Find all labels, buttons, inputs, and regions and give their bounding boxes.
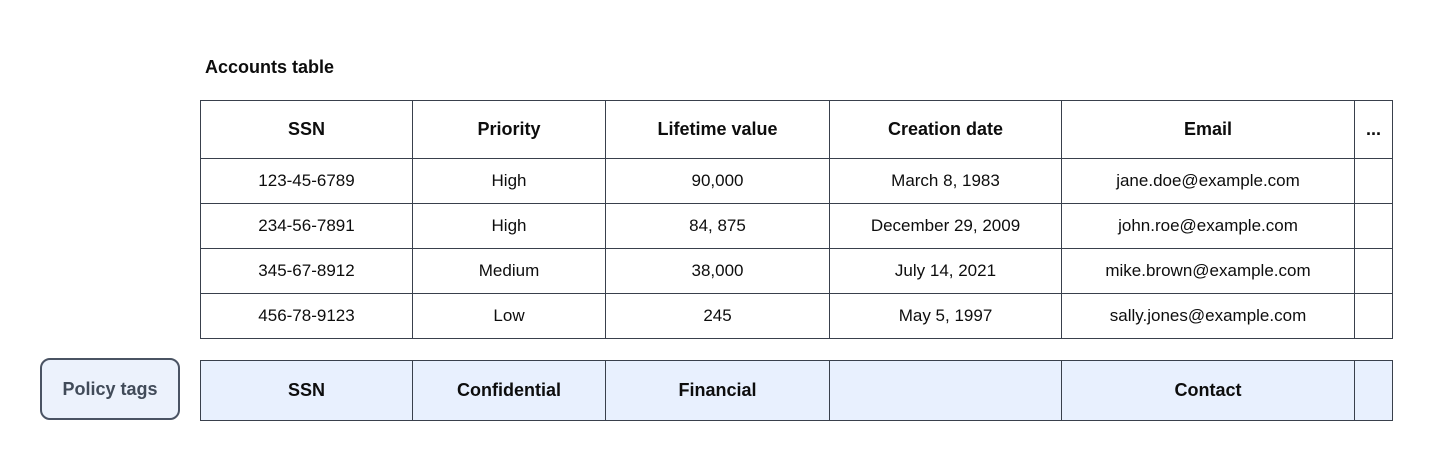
- cell-email: jane.doe@example.com: [1061, 158, 1355, 204]
- cell-priority: High: [412, 158, 606, 204]
- table-row: 234-56-7891 High 84, 875 December 29, 20…: [200, 203, 1393, 249]
- cell-email: sally.jones@example.com: [1061, 293, 1355, 339]
- policy-tag-confidential: Confidential: [412, 360, 606, 421]
- cell-ssn: 234-56-7891: [200, 203, 413, 249]
- cell-ssn: 345-67-8912: [200, 248, 413, 294]
- cell-ssn: 456-78-9123: [200, 293, 413, 339]
- cell-email: john.roe@example.com: [1061, 203, 1355, 249]
- policy-tags-row: SSN Confidential Financial Contact: [200, 360, 1393, 421]
- cell-more: [1354, 203, 1393, 249]
- policy-tags-button[interactable]: Policy tags: [40, 358, 180, 420]
- cell-creation-date: May 5, 1997: [829, 293, 1062, 339]
- cell-email: mike.brown@example.com: [1061, 248, 1355, 294]
- cell-ssn: 123-45-6789: [200, 158, 413, 204]
- cell-priority: Low: [412, 293, 606, 339]
- cell-creation-date: March 8, 1983: [829, 158, 1062, 204]
- policy-tag-empty-more: [1354, 360, 1393, 421]
- table-row: 123-45-6789 High 90,000 March 8, 1983 ja…: [200, 158, 1393, 204]
- cell-lifetime-value: 90,000: [605, 158, 830, 204]
- table-row: 456-78-9123 Low 245 May 5, 1997 sally.jo…: [200, 293, 1393, 339]
- column-header-creation-date: Creation date: [829, 100, 1062, 159]
- cell-priority: Medium: [412, 248, 606, 294]
- column-header-more-ellipsis[interactable]: ...: [1354, 100, 1393, 159]
- cell-lifetime-value: 84, 875: [605, 203, 830, 249]
- accounts-table: SSN Priority Lifetime value Creation dat…: [200, 100, 1393, 339]
- policy-tag-cells: SSN Confidential Financial Contact: [200, 360, 1393, 421]
- column-header-ssn: SSN: [200, 100, 413, 159]
- cell-lifetime-value: 38,000: [605, 248, 830, 294]
- column-header-priority: Priority: [412, 100, 606, 159]
- table-row: 345-67-8912 Medium 38,000 July 14, 2021 …: [200, 248, 1393, 294]
- column-header-lifetime-value: Lifetime value: [605, 100, 830, 159]
- cell-more: [1354, 248, 1393, 294]
- cell-priority: High: [412, 203, 606, 249]
- policy-tag-contact: Contact: [1061, 360, 1355, 421]
- cell-more: [1354, 158, 1393, 204]
- policy-tag-financial: Financial: [605, 360, 830, 421]
- cell-more: [1354, 293, 1393, 339]
- cell-lifetime-value: 245: [605, 293, 830, 339]
- policy-tag-ssn: SSN: [200, 360, 413, 421]
- accounts-table-header-row: SSN Priority Lifetime value Creation dat…: [200, 100, 1393, 159]
- policy-tag-empty: [829, 360, 1062, 421]
- column-header-email: Email: [1061, 100, 1355, 159]
- cell-creation-date: December 29, 2009: [829, 203, 1062, 249]
- cell-creation-date: July 14, 2021: [829, 248, 1062, 294]
- page-title: Accounts table: [205, 57, 335, 77]
